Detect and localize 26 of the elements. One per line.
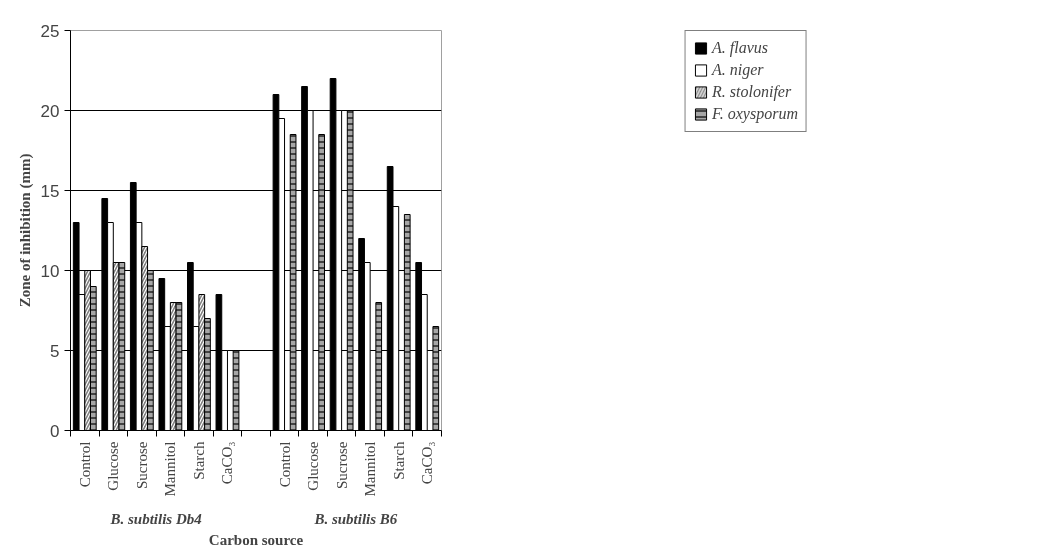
x-tick-label: CaCO₃ [419, 441, 436, 485]
x-tick-label: Control [276, 441, 293, 488]
y-tick-label: 10 [40, 261, 60, 281]
x-tick-label: Mannitol [162, 441, 179, 497]
text: B. subtilis Db4 [109, 510, 203, 527]
y-tick-label: 20 [40, 101, 60, 121]
x-tick-label: Mannitol [362, 441, 379, 497]
x-tick-label: Starch [390, 441, 407, 480]
x-tick-label: CaCO₃ [219, 441, 236, 485]
legend-label: A. niger [712, 61, 764, 79]
y-tick-label: 25 [40, 21, 60, 41]
y-axis-title: Zone of inhibition (mm) [16, 153, 34, 308]
x-tick-label: Control [76, 441, 93, 488]
legend-label: R. stolonifer [712, 83, 792, 101]
x-tick-label: Sucrose [333, 441, 350, 489]
x-tick-label: Glucose [305, 441, 322, 491]
x-tick-label: Sucrose [133, 441, 150, 489]
legend-label: A. flavus [712, 39, 769, 57]
text: B. subtilis B6 [313, 510, 398, 527]
y-tick-label: 5 [50, 341, 60, 361]
x-tick-label: Starch [190, 441, 207, 480]
x-tick-label: Glucose [105, 441, 122, 491]
y-tick-label: 15 [40, 181, 60, 201]
legend-label: F. oxysporum [712, 105, 798, 123]
x-axis-title: Carbon source [208, 531, 304, 548]
y-tick-label: 0 [50, 421, 60, 441]
